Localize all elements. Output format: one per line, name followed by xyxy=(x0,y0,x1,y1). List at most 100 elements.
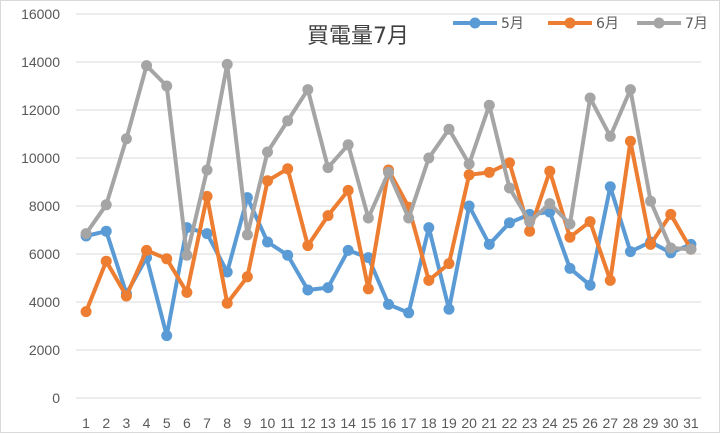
data-point xyxy=(483,238,495,250)
data-point xyxy=(403,307,415,319)
data-point xyxy=(483,166,495,178)
x-tick-label: 30 xyxy=(663,415,679,431)
data-point xyxy=(483,99,495,111)
data-point xyxy=(423,222,435,234)
chart-title: 買電量7月 xyxy=(307,24,409,49)
x-tick-label: 13 xyxy=(320,415,336,431)
legend-label: 6月 xyxy=(596,16,619,32)
data-point xyxy=(201,164,213,176)
x-tick-label: 5 xyxy=(163,415,171,431)
x-tick-label: 24 xyxy=(542,415,558,431)
data-point xyxy=(80,306,92,318)
data-point xyxy=(262,175,274,187)
legend-item: 5月 xyxy=(453,16,524,32)
x-tick-label: 20 xyxy=(461,415,477,431)
data-point xyxy=(503,217,515,229)
data-point xyxy=(524,225,536,237)
data-point xyxy=(584,279,596,291)
series-lines xyxy=(80,58,697,342)
data-point xyxy=(221,58,233,70)
x-tick-label: 2 xyxy=(102,415,110,431)
data-point xyxy=(181,249,193,261)
data-point xyxy=(342,139,354,151)
y-axis-ticks: 0 2000 4000 6000 8000 10000 12000 14000 16000 xyxy=(21,6,60,406)
x-tick-label: 14 xyxy=(340,415,356,431)
data-point xyxy=(100,199,112,211)
x-tick-label: 21 xyxy=(482,415,498,431)
data-point xyxy=(524,216,536,228)
legend-item: 7月 xyxy=(637,16,708,32)
y-tick-label: 12000 xyxy=(21,102,60,118)
data-point xyxy=(362,252,374,264)
x-tick-label: 10 xyxy=(260,415,276,431)
x-tick-label: 27 xyxy=(602,415,618,431)
x-tick-label: 31 xyxy=(683,415,699,431)
data-point xyxy=(181,286,193,298)
data-point xyxy=(443,123,455,135)
data-point xyxy=(463,200,475,212)
x-tick-label: 3 xyxy=(123,415,131,431)
x-tick-label: 9 xyxy=(243,415,251,431)
legend-item: 6月 xyxy=(548,16,619,32)
y-tick-label: 0 xyxy=(52,390,60,406)
x-tick-label: 16 xyxy=(381,415,397,431)
data-point xyxy=(624,135,636,147)
data-point xyxy=(564,231,576,243)
data-point xyxy=(604,181,616,193)
data-point xyxy=(584,216,596,228)
y-tick-label: 2000 xyxy=(29,342,60,358)
x-tick-label: 12 xyxy=(300,415,316,431)
data-point xyxy=(302,240,314,252)
data-point xyxy=(100,255,112,267)
data-point xyxy=(685,243,697,255)
y-tick-label: 4000 xyxy=(29,294,60,310)
data-point xyxy=(201,228,213,240)
data-point xyxy=(322,210,334,222)
series-line xyxy=(84,184,693,338)
data-point xyxy=(362,212,374,224)
data-point xyxy=(100,225,112,237)
x-tick-label: 11 xyxy=(280,415,295,431)
data-point xyxy=(403,212,415,224)
data-point xyxy=(161,253,173,265)
x-tick-label: 15 xyxy=(361,415,377,431)
y-tick-label: 14000 xyxy=(21,54,60,70)
x-tick-label: 8 xyxy=(223,415,231,431)
x-tick-label: 29 xyxy=(643,415,659,431)
data-point xyxy=(221,297,233,309)
x-tick-label: 19 xyxy=(441,415,457,431)
legend-marker xyxy=(564,17,576,29)
data-point xyxy=(645,195,657,207)
data-point xyxy=(141,244,153,256)
data-point xyxy=(383,166,394,178)
data-point xyxy=(544,198,556,210)
series-3 xyxy=(80,58,697,261)
data-point xyxy=(463,169,475,181)
data-point xyxy=(262,146,274,158)
data-point xyxy=(282,163,294,175)
data-point xyxy=(544,206,556,218)
x-tick-label: 6 xyxy=(183,415,191,431)
data-point xyxy=(201,190,213,202)
x-tick-label: 23 xyxy=(522,415,538,431)
x-tick-label: 22 xyxy=(502,415,518,431)
data-point xyxy=(262,236,274,248)
x-tick-label: 18 xyxy=(421,415,437,431)
legend-marker xyxy=(653,17,665,29)
data-point xyxy=(322,282,334,294)
data-point xyxy=(161,330,173,342)
data-point xyxy=(604,274,616,286)
data-point xyxy=(564,218,576,230)
data-point xyxy=(463,158,475,170)
data-point xyxy=(443,303,455,315)
data-point xyxy=(544,165,556,177)
legend: 5月 6月 7月 xyxy=(453,16,708,32)
data-point xyxy=(423,274,435,286)
x-tick-label: 25 xyxy=(562,415,578,431)
data-point xyxy=(120,133,132,145)
data-point xyxy=(120,290,132,302)
data-point xyxy=(665,208,677,220)
x-tick-label: 4 xyxy=(143,415,151,431)
